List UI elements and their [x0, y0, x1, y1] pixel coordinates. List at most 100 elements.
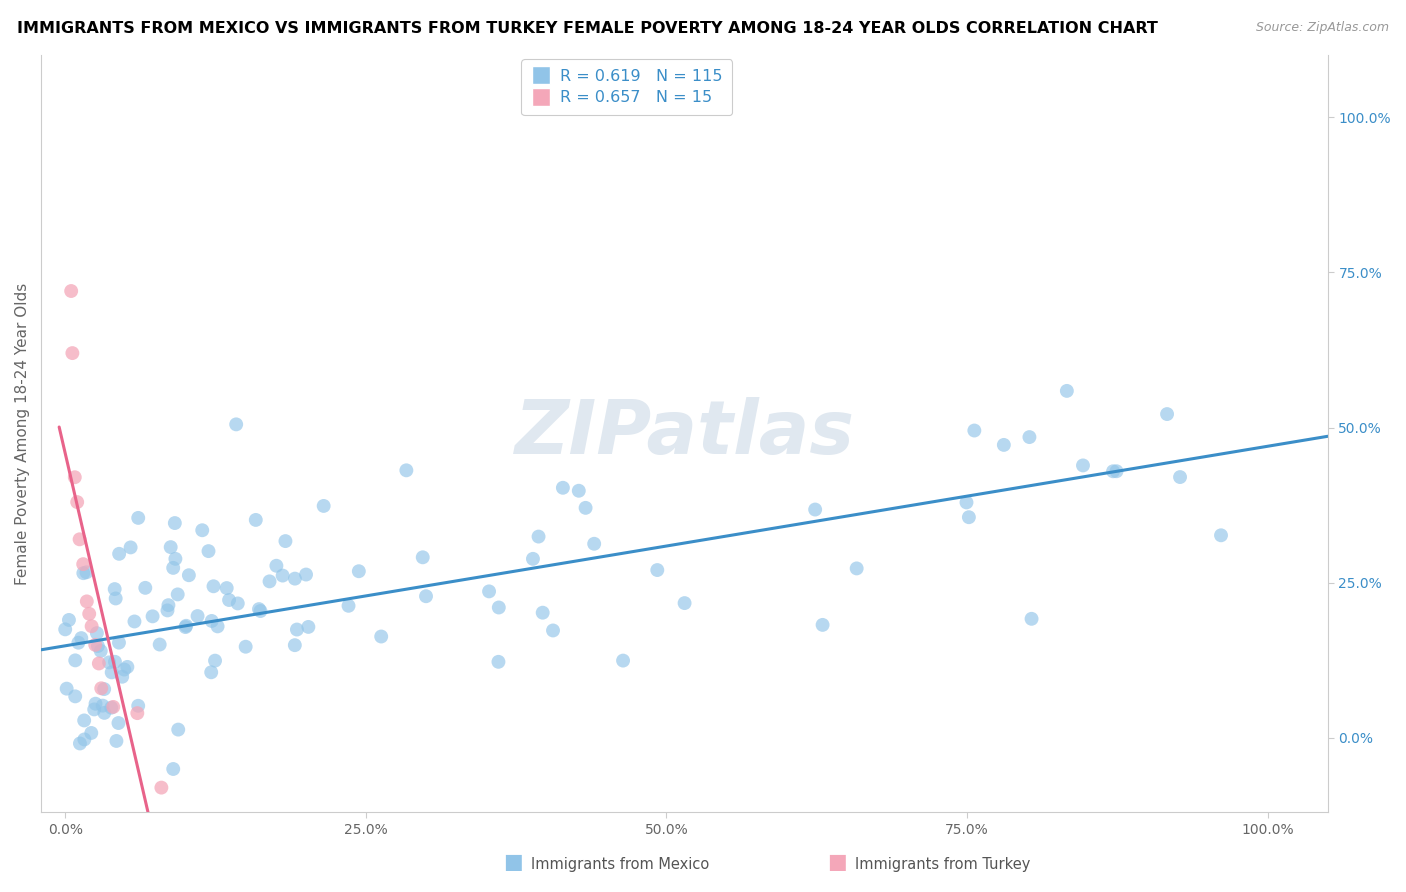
Point: [108, 635, 131, 649]
Point: [80, 619, 103, 633]
Text: ZIPatlas: ZIPatlas: [515, 397, 855, 470]
Point: [163, 516, 186, 530]
Text: IMMIGRANTS FROM MEXICO VS IMMIGRANTS FROM TURKEY FEMALE POVERTY AMONG 18-24 YEAR: IMMIGRANTS FROM MEXICO VS IMMIGRANTS FRO…: [17, 21, 1157, 37]
Point: [63, 690, 86, 704]
Point: [86, 626, 108, 640]
Point: [60, 346, 83, 360]
Point: [127, 511, 149, 525]
Point: [134, 581, 156, 595]
Point: [225, 417, 247, 432]
Point: [226, 596, 249, 610]
Point: [527, 530, 550, 544]
Point: [574, 500, 596, 515]
Point: [103, 700, 125, 714]
Point: [541, 624, 564, 638]
Point: [142, 609, 165, 624]
Point: [551, 481, 574, 495]
Point: [218, 593, 240, 607]
Point: [271, 568, 294, 582]
Point: [1071, 458, 1094, 473]
Point: [67, 636, 90, 650]
Point: [201, 614, 224, 628]
Point: [207, 619, 229, 633]
Point: [77, 607, 100, 621]
Text: ■: ■: [503, 853, 523, 872]
Point: [127, 706, 149, 720]
Point: [531, 606, 554, 620]
Point: [105, 734, 128, 748]
Point: [66, 495, 89, 509]
Point: [963, 424, 986, 438]
Point: [84, 697, 107, 711]
Point: [412, 550, 434, 565]
Point: [187, 609, 209, 624]
Point: [1105, 464, 1128, 478]
Point: [337, 599, 360, 613]
Point: [245, 513, 267, 527]
Point: [1056, 384, 1078, 398]
Point: [156, 603, 179, 617]
Point: [93, 682, 115, 697]
Point: [197, 544, 219, 558]
Point: [645, 563, 668, 577]
Point: [157, 598, 180, 612]
Point: [93, 706, 115, 720]
Point: [108, 547, 131, 561]
Legend: R = 0.619   N = 115, R = 0.657   N = 15: R = 0.619 N = 115, R = 0.657 N = 15: [522, 60, 733, 115]
Point: [149, 638, 172, 652]
Point: [70, 631, 93, 645]
Point: [1018, 430, 1040, 444]
Point: [957, 510, 980, 524]
Point: [104, 591, 127, 606]
Point: [235, 640, 257, 654]
Point: [845, 561, 868, 575]
Point: [370, 630, 392, 644]
Point: [111, 670, 134, 684]
Point: [811, 618, 834, 632]
Point: [104, 582, 127, 596]
Point: [83, 702, 105, 716]
Point: [124, 615, 146, 629]
Point: [76, 594, 98, 608]
Point: [69, 533, 91, 547]
Point: [58, 613, 80, 627]
Point: [415, 589, 437, 603]
Point: [65, 653, 87, 667]
Point: [60, 284, 83, 298]
Point: [165, 551, 187, 566]
Point: [98, 656, 121, 670]
Point: [259, 574, 281, 589]
Point: [127, 698, 149, 713]
Point: [117, 660, 139, 674]
Point: [1209, 528, 1232, 542]
Point: [53, 623, 76, 637]
Point: [174, 619, 197, 633]
Point: [104, 655, 127, 669]
Point: [1168, 470, 1191, 484]
Point: [100, 700, 122, 714]
Point: [284, 572, 307, 586]
Point: [804, 502, 827, 516]
Point: [284, 638, 307, 652]
Point: [1021, 612, 1043, 626]
Point: [1102, 464, 1125, 478]
Point: [347, 564, 370, 578]
Point: [204, 654, 226, 668]
Text: Immigrants from Turkey: Immigrants from Turkey: [855, 857, 1031, 872]
Point: [112, 663, 135, 677]
Point: [568, 483, 591, 498]
Point: [76, 566, 98, 580]
Point: [159, 540, 181, 554]
Point: [993, 438, 1015, 452]
Point: [202, 579, 225, 593]
Text: ■: ■: [827, 853, 846, 872]
Point: [488, 655, 510, 669]
Point: [162, 561, 184, 575]
Point: [91, 698, 114, 713]
Point: [162, 762, 184, 776]
Point: [200, 665, 222, 680]
Point: [167, 723, 190, 737]
Point: [955, 495, 977, 509]
Point: [583, 537, 606, 551]
Point: [63, 470, 86, 484]
